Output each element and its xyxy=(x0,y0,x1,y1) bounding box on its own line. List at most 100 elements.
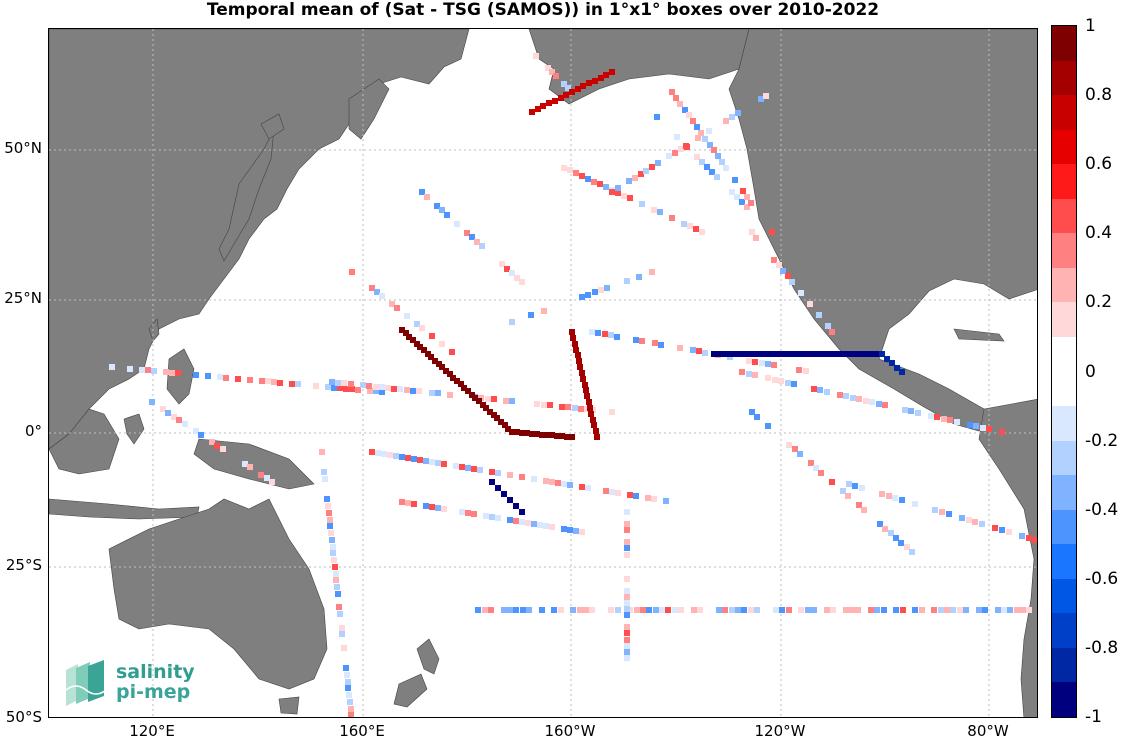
data-box xyxy=(624,600,630,606)
data-box xyxy=(495,515,501,521)
data-box xyxy=(529,109,535,115)
data-box xyxy=(666,153,672,159)
data-box xyxy=(346,692,352,698)
data-box xyxy=(421,347,427,353)
data-box xyxy=(519,474,525,480)
data-box xyxy=(652,340,658,346)
data-box xyxy=(369,449,375,455)
data-box xyxy=(432,358,438,364)
data-box xyxy=(939,509,945,515)
data-box xyxy=(829,351,835,357)
data-box xyxy=(531,476,537,482)
data-box xyxy=(269,479,275,485)
data-box xyxy=(717,351,723,357)
data-box xyxy=(537,522,543,528)
data-box xyxy=(879,351,885,357)
data-box xyxy=(862,351,868,357)
data-box xyxy=(585,292,591,298)
data-box xyxy=(868,607,874,613)
data-box xyxy=(491,396,497,402)
data-box xyxy=(373,388,379,394)
data-box xyxy=(995,607,1001,613)
data-box xyxy=(687,223,693,229)
data-box xyxy=(855,607,861,613)
data-box xyxy=(801,351,807,357)
data-box xyxy=(709,169,715,175)
data-box xyxy=(564,434,570,440)
data-box xyxy=(454,221,460,227)
data-box xyxy=(900,607,906,613)
data-box xyxy=(543,523,549,529)
data-box xyxy=(598,287,604,293)
data-box xyxy=(591,179,597,185)
data-box xyxy=(678,607,684,613)
data-box xyxy=(325,503,331,509)
data-box xyxy=(539,607,545,613)
data-box xyxy=(932,507,938,513)
data-box xyxy=(908,408,914,414)
data-box xyxy=(529,431,535,437)
data-box xyxy=(856,396,862,402)
colorbar-segment xyxy=(1052,336,1076,372)
data-box xyxy=(729,114,735,120)
data-box xyxy=(752,359,758,365)
data-box xyxy=(704,164,710,170)
data-box xyxy=(684,144,690,150)
data-box xyxy=(765,423,771,429)
data-box xyxy=(509,429,515,435)
data-box xyxy=(539,432,545,438)
data-box xyxy=(513,607,519,613)
data-box xyxy=(355,387,361,393)
data-box xyxy=(205,373,211,379)
data-box xyxy=(944,607,950,613)
data-box xyxy=(394,305,400,311)
data-box xyxy=(789,279,795,285)
data-box xyxy=(609,409,615,415)
logo-wave-icon xyxy=(65,660,107,706)
data-box xyxy=(333,571,339,577)
data-box xyxy=(410,388,416,394)
data-box xyxy=(259,378,265,384)
data-box xyxy=(223,375,229,381)
data-box xyxy=(919,607,925,613)
data-box xyxy=(739,199,745,205)
data-box xyxy=(898,540,904,546)
data-box xyxy=(583,607,589,613)
data-box xyxy=(824,389,830,395)
data-box xyxy=(507,517,513,523)
data-box xyxy=(807,301,813,307)
data-box xyxy=(915,410,921,416)
data-box xyxy=(889,360,895,366)
data-box xyxy=(429,333,435,339)
data-box xyxy=(614,334,620,340)
data-box xyxy=(127,366,133,372)
data-box xyxy=(428,354,434,360)
new-zealand-south xyxy=(393,673,428,708)
data-box xyxy=(609,69,615,75)
data-box xyxy=(366,383,372,389)
data-box xyxy=(514,275,520,281)
data-box xyxy=(561,81,567,87)
data-box xyxy=(322,476,328,482)
data-box xyxy=(524,430,530,436)
data-box xyxy=(561,481,567,487)
data-box xyxy=(745,351,751,357)
lat-label-50s: 50°S xyxy=(5,708,42,726)
data-box xyxy=(621,193,627,199)
data-box xyxy=(636,274,642,280)
data-box xyxy=(840,488,846,494)
graticule xyxy=(49,29,1037,717)
taiwan xyxy=(148,318,160,342)
data-box xyxy=(441,506,447,512)
data-box xyxy=(902,407,908,413)
data-box xyxy=(640,607,646,613)
data-box xyxy=(753,235,759,241)
data-box xyxy=(690,347,696,353)
data-box xyxy=(627,492,633,498)
colorbar-tick-label: 0.6 xyxy=(1085,154,1113,175)
data-box xyxy=(387,452,393,458)
data-box xyxy=(813,465,819,471)
data-box xyxy=(379,293,385,299)
data-box xyxy=(264,475,270,481)
data-box xyxy=(779,607,785,613)
